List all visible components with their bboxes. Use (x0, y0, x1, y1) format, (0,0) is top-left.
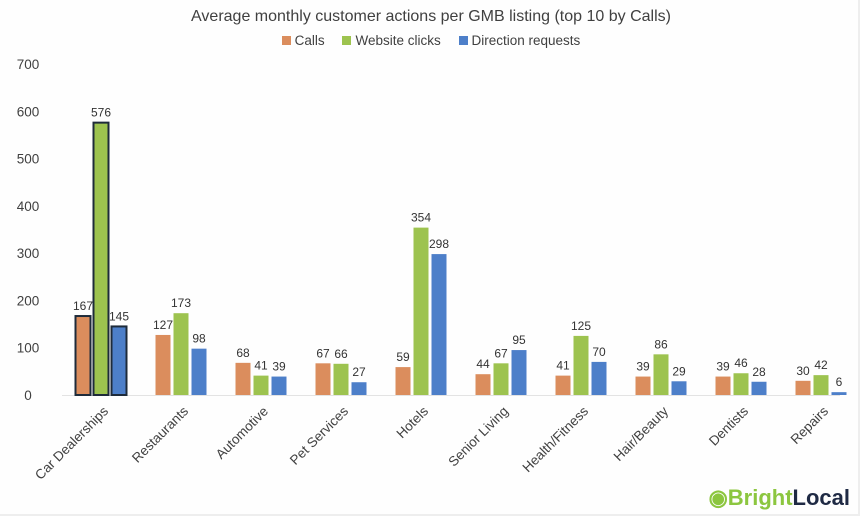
data-label: 44 (476, 357, 490, 371)
bar-direction-requests (351, 382, 367, 395)
bar-website-clicks (413, 227, 429, 395)
data-label: 46 (734, 356, 748, 370)
data-label: 70 (592, 345, 606, 359)
y-tick-label: 400 (17, 199, 40, 214)
y-tick-label: 600 (17, 104, 40, 119)
bar-direction-requests (271, 376, 287, 395)
legend-swatch (342, 36, 352, 45)
data-label: 42 (814, 358, 828, 372)
bar-calls (315, 363, 331, 395)
legend-item-direction-requests: Direction requests (458, 33, 581, 48)
data-label: 95 (512, 333, 526, 347)
bar-direction-requests (110, 325, 128, 396)
data-label: 167 (73, 299, 93, 313)
data-label: 576 (91, 106, 111, 120)
bar-website-clicks (253, 375, 269, 395)
data-label: 29 (672, 364, 686, 378)
data-label: 298 (429, 237, 449, 251)
data-label: 39 (636, 360, 650, 374)
data-label: 6 (836, 375, 843, 389)
data-label: 39 (716, 360, 730, 374)
bar-direction-requests (751, 381, 767, 395)
x-tick-label: Repairs (788, 403, 832, 447)
data-label: 68 (236, 346, 250, 360)
y-tick-label: 700 (17, 57, 40, 72)
location-pin-icon: ◉ (708, 485, 728, 510)
y-tick-label: 300 (17, 246, 40, 261)
data-label: 67 (494, 346, 508, 360)
data-label: 41 (556, 359, 570, 373)
bar-website-clicks (733, 373, 749, 395)
data-label: 59 (396, 350, 410, 364)
bar-calls (74, 315, 92, 397)
bar-website-clicks (493, 363, 509, 395)
legend-swatch (458, 36, 468, 45)
bar-calls (715, 376, 731, 395)
data-label: 354 (411, 211, 431, 225)
data-label: 145 (109, 309, 129, 323)
bar-calls (795, 380, 811, 395)
bar-calls (475, 374, 491, 395)
bar-direction-requests (591, 361, 607, 395)
data-label: 127 (153, 318, 173, 332)
data-label: 173 (171, 296, 191, 310)
x-tick-label: Dentists (706, 403, 751, 448)
x-tick-label: Hotels (393, 403, 431, 441)
bar-direction-requests (191, 348, 207, 395)
bar-direction-requests (511, 350, 527, 395)
x-tick-label: Automotive (213, 404, 271, 462)
bar-website-clicks (173, 313, 189, 395)
data-label: 125 (571, 319, 591, 333)
x-tick-label: Car Dealerships (32, 403, 111, 482)
bar-website-clicks (333, 363, 349, 395)
bar-website-clicks (653, 354, 669, 395)
y-tick-label: 0 (24, 388, 32, 403)
bar-direction-requests (671, 381, 687, 395)
bar-website-clicks (92, 121, 110, 397)
x-tick-label: Pet Services (287, 403, 351, 467)
data-label: 30 (796, 364, 810, 378)
brightlocal-logo: ◉BrightLocal (708, 485, 850, 510)
chart-title: Average monthly customer actions per GMB… (191, 8, 671, 25)
x-tick-label: Health/Fitness (519, 403, 591, 475)
bar-direction-requests (431, 254, 447, 395)
bar-direction-requests (831, 392, 847, 395)
legend-swatch (281, 36, 291, 45)
legend-item-calls: Calls (281, 33, 325, 48)
bar-calls (395, 367, 411, 395)
x-tick-label: Restaurants (129, 403, 191, 465)
x-tick-label: Senior Living (445, 404, 511, 470)
bar-website-clicks (573, 335, 589, 395)
bar-calls (555, 375, 571, 395)
data-label: 39 (272, 360, 286, 374)
legend-item-website-clicks: Website clicks (342, 33, 441, 48)
x-tick-label: Hair/Beauty (611, 403, 672, 464)
y-tick-label: 200 (17, 293, 40, 308)
legend: Calls Website clicks Direction requests (0, 33, 862, 48)
y-tick-label: 500 (17, 152, 40, 167)
y-tick-label: 100 (17, 341, 40, 356)
data-label: 98 (192, 332, 206, 346)
data-label: 86 (654, 337, 668, 351)
bar-website-clicks (813, 375, 829, 395)
bar-calls (635, 376, 651, 395)
legend-label: Website clicks (355, 33, 441, 48)
data-label: 67 (316, 346, 330, 360)
bar-calls (235, 362, 251, 395)
data-label: 41 (254, 359, 268, 373)
legend-label: Direction requests (471, 33, 581, 48)
bar-calls (155, 334, 171, 395)
data-label: 66 (334, 347, 348, 361)
data-label: 28 (752, 365, 766, 379)
data-label: 27 (352, 365, 366, 379)
legend-label: Calls (294, 33, 325, 48)
